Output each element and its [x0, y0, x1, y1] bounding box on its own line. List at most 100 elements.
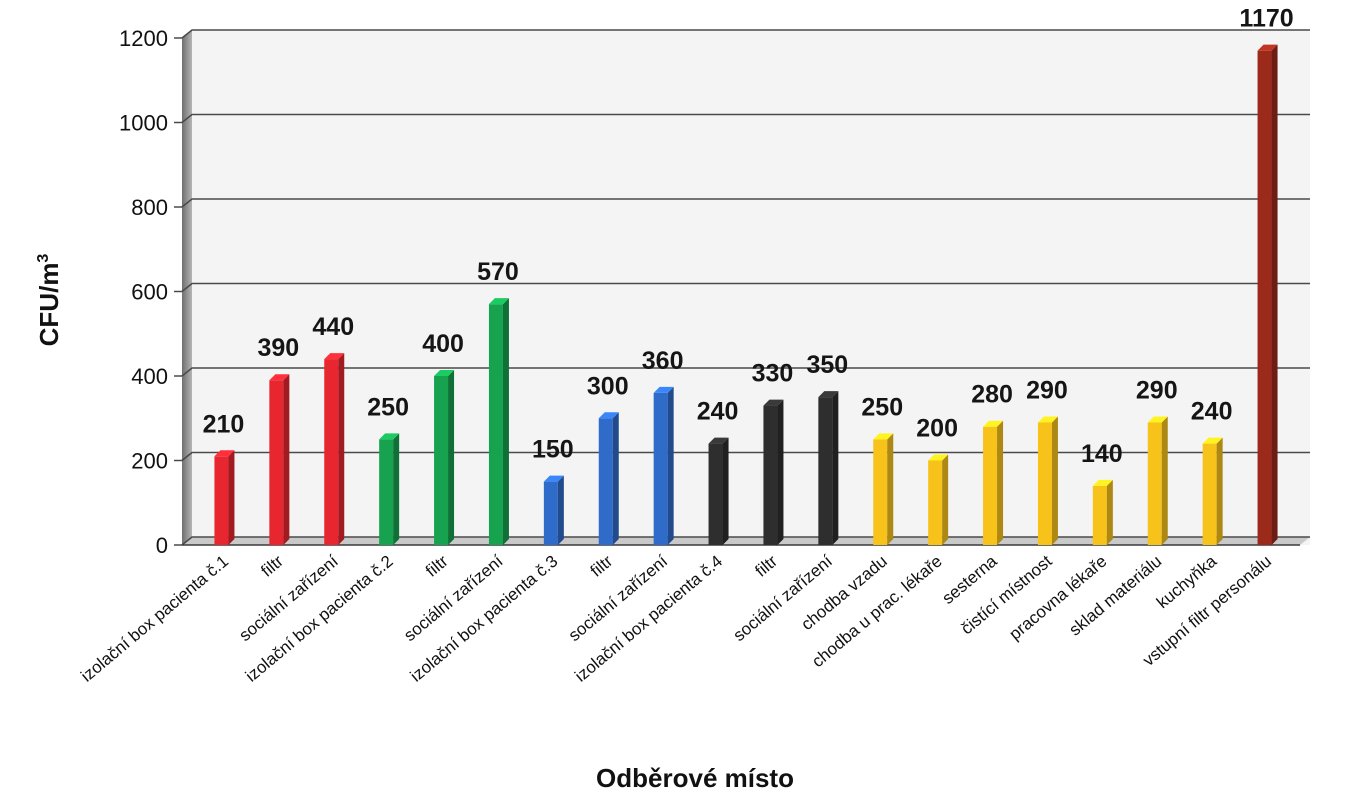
- bars: [214, 44, 1278, 546]
- bar-front: [763, 405, 778, 545]
- gridline: [181, 367, 1310, 377]
- bar-top: [1092, 479, 1113, 486]
- bar-side: [1271, 44, 1278, 546]
- gridline: [181, 29, 1310, 39]
- bar-top: [269, 374, 290, 381]
- bar-side: [997, 420, 1004, 545]
- bar-side: [612, 412, 619, 545]
- data-label: 570: [477, 258, 519, 286]
- bar-top: [1202, 437, 1223, 444]
- gridline: [181, 451, 1310, 462]
- bar-side: [502, 298, 509, 545]
- bar-front: [214, 456, 229, 545]
- plot-floor: [182, 537, 1310, 545]
- bar-side: [557, 475, 564, 545]
- x-tick-label: filtr: [422, 551, 452, 580]
- bar-side: [338, 353, 345, 545]
- y-tick-label: 800: [131, 195, 168, 220]
- data-label: 150: [532, 436, 574, 464]
- x-tick-label: sociální zařízení: [730, 551, 837, 645]
- bar-side: [667, 386, 674, 545]
- y-tick-label: 1000: [119, 111, 168, 136]
- data-label: 300: [587, 372, 629, 400]
- bar: [983, 420, 1004, 545]
- data-label: 440: [312, 313, 354, 341]
- bar-top: [653, 386, 674, 393]
- bar-side: [1106, 479, 1113, 545]
- bar-front: [488, 304, 503, 545]
- bar-top: [214, 450, 235, 457]
- y-axis-title-superscript: 3: [35, 254, 52, 263]
- gridline: [181, 198, 1310, 208]
- y-axis-title-text: CFU/m: [34, 263, 64, 347]
- data-label: 280: [971, 381, 1013, 409]
- bar-front: [1037, 422, 1052, 545]
- bar-side: [832, 391, 839, 545]
- bar: [1147, 416, 1168, 545]
- bar: [269, 374, 290, 545]
- x-tick-label: pracovna lékaře: [1006, 552, 1111, 644]
- x-axis-title: Odběrové místo: [596, 763, 794, 793]
- data-label: 250: [861, 393, 903, 421]
- y-axis-title: CFU/m3: [34, 254, 64, 347]
- bar-side: [887, 433, 894, 545]
- bar-top: [543, 475, 564, 482]
- bar-front: [1202, 443, 1217, 545]
- y-axis-ticks: 0 200 400 600 800 1000 1200: [119, 26, 168, 558]
- plot-background: [192, 30, 1310, 545]
- data-label: 240: [1191, 398, 1233, 426]
- bar-top: [928, 454, 949, 461]
- data-label: 290: [1136, 376, 1178, 404]
- bar-top: [983, 420, 1004, 427]
- bar-front: [983, 426, 998, 545]
- bar-top: [1257, 44, 1278, 51]
- bar-top: [598, 412, 619, 419]
- data-label: 250: [367, 393, 409, 421]
- bar: [434, 370, 455, 545]
- bar-side: [1051, 416, 1058, 545]
- gridlines: [174, 29, 1310, 546]
- data-label: 290: [1026, 376, 1068, 404]
- bar-top: [708, 437, 729, 444]
- bar-top: [488, 298, 509, 305]
- data-label: 1170: [1239, 5, 1293, 33]
- gridline: [181, 282, 1310, 293]
- bar-side: [448, 370, 455, 545]
- bar-side: [228, 450, 235, 545]
- bar: [818, 391, 839, 545]
- bar-front: [434, 376, 449, 545]
- bar-front: [1147, 422, 1162, 545]
- bar-side: [393, 433, 400, 545]
- bar-side: [1161, 416, 1168, 545]
- bar-top: [818, 391, 839, 398]
- bar-side: [1216, 437, 1223, 545]
- bar-front: [598, 418, 613, 545]
- bar: [1202, 437, 1223, 545]
- bar: [379, 433, 400, 545]
- bar: [324, 353, 345, 545]
- x-tick-label: filtr: [587, 551, 617, 580]
- bar: [1037, 416, 1058, 545]
- bar: [763, 399, 784, 545]
- x-tick-label: sklad materiálu: [1066, 552, 1166, 640]
- data-label: 240: [697, 398, 739, 426]
- bar-top: [873, 433, 894, 440]
- data-label: 330: [752, 360, 794, 388]
- bar-side: [722, 437, 729, 545]
- data-label: 200: [916, 415, 958, 443]
- bar-front: [543, 481, 558, 545]
- x-tick-label: izolační box pacienta č.1: [77, 552, 232, 686]
- bar-side: [283, 374, 290, 545]
- bar: [873, 433, 894, 545]
- bar: [1092, 479, 1113, 545]
- x-tick-label: filtr: [751, 551, 781, 580]
- bar-front: [269, 380, 284, 545]
- bar: [1257, 44, 1278, 546]
- y-tick-label: 200: [131, 449, 168, 474]
- y-tick-label: 0: [156, 533, 168, 558]
- bar: [488, 298, 509, 545]
- bar-side: [777, 399, 784, 545]
- bar: [214, 450, 235, 545]
